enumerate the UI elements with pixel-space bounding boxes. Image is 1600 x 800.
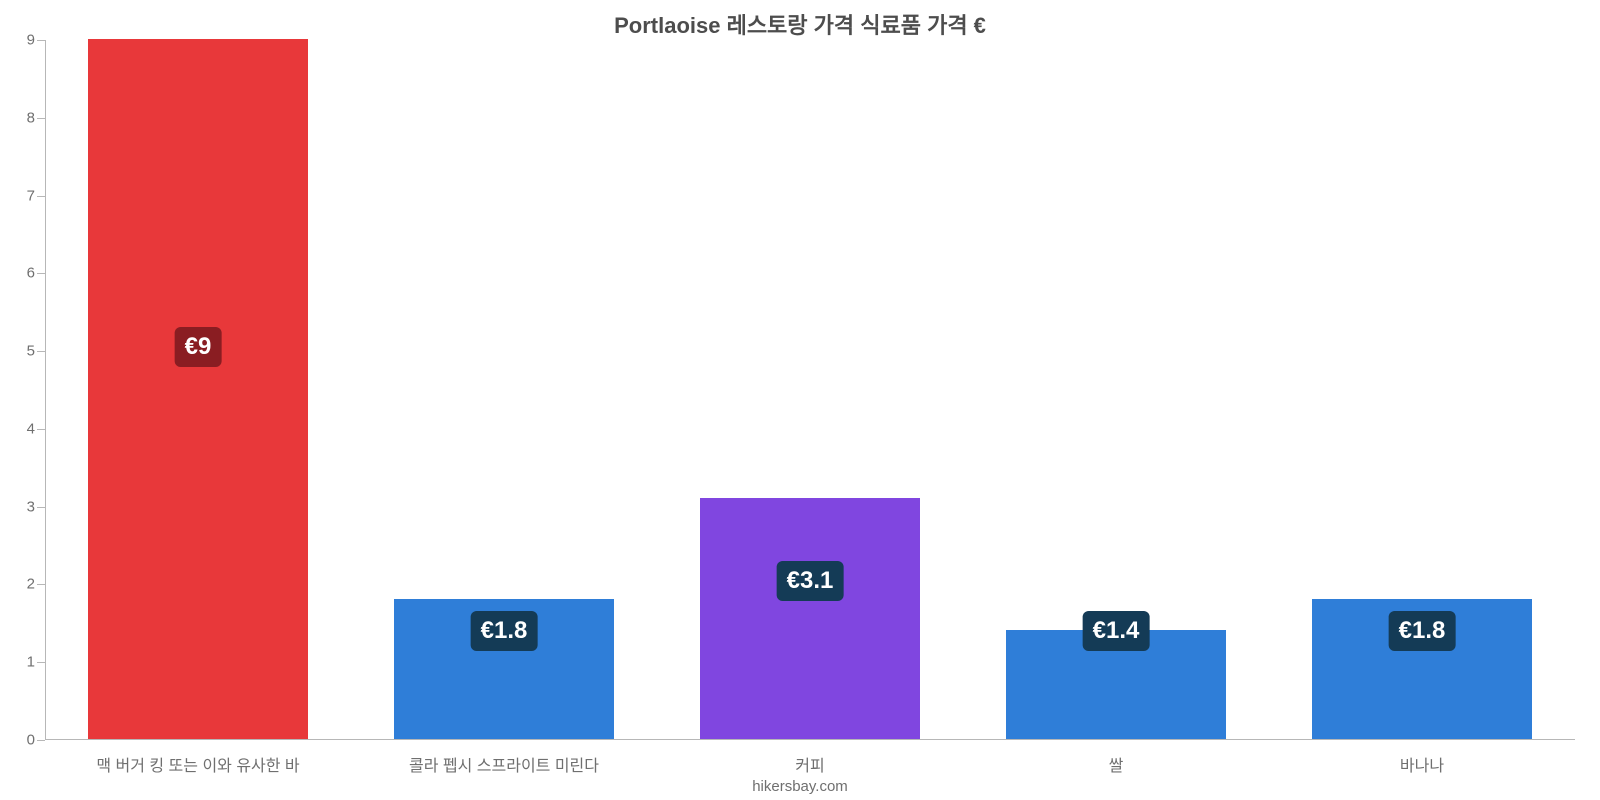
y-tick — [37, 40, 45, 41]
x-axis-label: 맥 버거 킹 또는 이와 유사한 바 — [96, 752, 299, 776]
y-axis-label: 6 — [10, 265, 35, 282]
y-tick — [37, 196, 45, 197]
y-axis-label: 9 — [10, 32, 35, 49]
y-axis-label: 3 — [10, 498, 35, 515]
y-axis-label: 8 — [10, 109, 35, 126]
x-axis-label: 커피 — [795, 752, 824, 776]
value-badge: €3.1 — [777, 561, 844, 601]
y-axis-label: 2 — [10, 576, 35, 593]
y-tick — [37, 584, 45, 585]
y-axis-label: 0 — [10, 732, 35, 749]
value-badge: €1.8 — [471, 611, 538, 651]
y-tick — [37, 740, 45, 741]
y-axis-label: 7 — [10, 187, 35, 204]
x-axis-label: 쌀 — [1109, 752, 1124, 776]
chart-title: Portlaoise 레스토랑 가격 식료품 가격 € — [0, 8, 1600, 40]
x-axis-label: 바나나 — [1400, 752, 1444, 776]
x-axis-label: 콜라 펩시 스프라이트 미린다 — [409, 752, 599, 776]
y-tick — [37, 507, 45, 508]
plot-area: €9€1.8€3.1€1.4€1.8 0123456789맥 버거 킹 또는 이… — [45, 40, 1575, 740]
bars-container: €9 €1.8 €3.1 €1.4 €1.8 — [45, 40, 1575, 740]
y-tick — [37, 118, 45, 119]
y-tick — [37, 273, 45, 274]
y-axis-label: 5 — [10, 343, 35, 360]
y-axis-label: 1 — [10, 654, 35, 671]
price-bar-chart: Portlaoise 레스토랑 가격 식료품 가격 € €9 €1.8 €3.1 €1… — [0, 0, 1600, 800]
bar — [700, 498, 920, 739]
y-tick — [37, 429, 45, 430]
attribution-text: hikersbay.com — [0, 778, 1600, 795]
y-tick — [37, 351, 45, 352]
value-badge: €1.4 — [1083, 611, 1150, 651]
value-badge: €9 — [175, 327, 222, 367]
bar — [88, 39, 308, 739]
y-axis-label: 4 — [10, 420, 35, 437]
value-badge: €1.8 — [1389, 611, 1456, 651]
y-tick — [37, 662, 45, 663]
